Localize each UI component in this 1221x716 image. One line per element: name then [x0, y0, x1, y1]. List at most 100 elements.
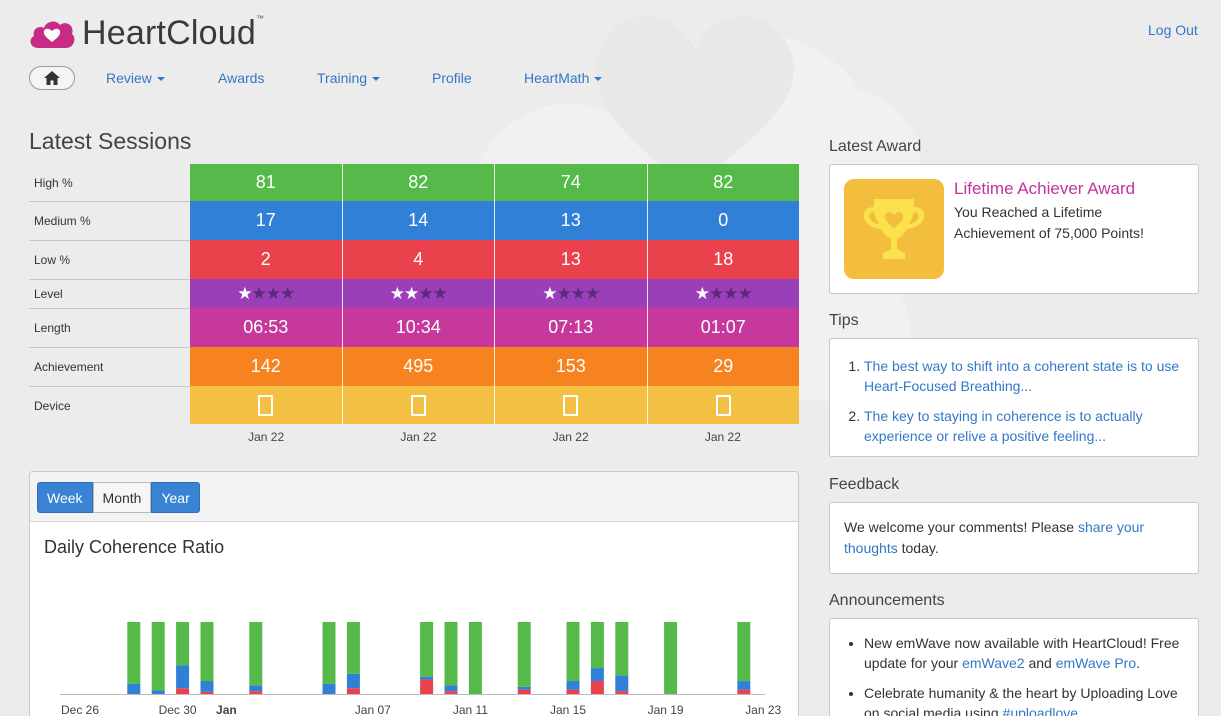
length-cell: 01:07 — [646, 308, 800, 347]
level-stars: ★★★★ — [390, 284, 448, 304]
bar-segment-high[interactable] — [517, 622, 531, 687]
length-cell: 07:13 — [494, 308, 647, 347]
device-icon — [715, 394, 731, 416]
home-button[interactable] — [29, 66, 75, 90]
home-icon — [44, 71, 60, 85]
bar-segment-medium[interactable] — [176, 665, 190, 689]
share-thoughts-link[interactable]: share your thoughts — [844, 519, 1145, 556]
bar-segment-medium[interactable] — [249, 685, 263, 692]
star-empty-icon: ★ — [723, 283, 738, 303]
row-high-cells: 81 82 74 82 — [190, 164, 799, 201]
bar-segment-high[interactable] — [249, 622, 263, 686]
bar-segment-medium[interactable] — [590, 668, 604, 682]
bar-segment-medium[interactable] — [346, 673, 360, 689]
x-tick-label: Dec 30 — [159, 703, 197, 716]
bar-segment-low[interactable] — [346, 688, 360, 694]
bar-segment-high[interactable] — [664, 622, 678, 694]
row-level-cells: ★★★★ ★★★★ ★★★★ ★★★★ — [190, 279, 799, 308]
nav-awards-label: Awards — [218, 70, 265, 86]
row-label-achievement: Achievement — [29, 347, 190, 386]
star-filled-icon: ★ — [542, 283, 557, 303]
achievement-cell: 153 — [494, 347, 647, 386]
star-empty-icon: ★ — [585, 283, 600, 303]
emwave2-link[interactable]: emWave2 — [962, 655, 1025, 671]
bar-segment-high[interactable] — [420, 622, 434, 677]
announcements-card: New emWave now available with HeartCloud… — [829, 618, 1199, 716]
bar-segment-low[interactable] — [590, 681, 604, 694]
nav-profile-label: Profile — [432, 70, 472, 86]
bar-segment-high[interactable] — [346, 622, 360, 674]
bar-segment-low[interactable] — [737, 689, 751, 694]
emwave-pro-link[interactable]: emWave Pro — [1055, 655, 1137, 671]
trophy-icon — [844, 179, 944, 279]
bar-segment-high[interactable] — [590, 622, 604, 669]
year-tab[interactable]: Year — [151, 482, 200, 513]
bar-segment-high[interactable] — [127, 622, 141, 684]
session-date: Jan 22 — [248, 430, 285, 444]
row-low-cells: 2 4 13 18 — [190, 240, 799, 279]
nav-training[interactable]: Training — [317, 70, 381, 86]
bar-segment-high[interactable] — [468, 622, 482, 694]
tip-link-2[interactable]: The key to staying in coherence is to ac… — [864, 408, 1143, 444]
heartcloud-logo[interactable]: HeartCloud™ — [28, 14, 264, 53]
row-achievement-cells: 142 495 153 29 — [190, 347, 799, 386]
month-tab[interactable]: Month — [92, 482, 152, 513]
star-empty-icon: ★ — [251, 283, 267, 303]
bar-segment-low[interactable] — [615, 691, 629, 694]
bar-segment-medium[interactable] — [615, 675, 629, 692]
tip-item: The key to staying in coherence is to ac… — [864, 406, 1189, 446]
bar-segment-high[interactable] — [322, 622, 336, 684]
bar-segment-medium[interactable] — [444, 685, 458, 692]
announcements-list: New emWave now available with HeartCloud… — [844, 633, 1189, 716]
latest-award-card: Lifetime Achiever Award You Reached a Li… — [829, 164, 1199, 294]
bar-segment-high[interactable] — [176, 622, 190, 666]
bar-segment-high[interactable] — [200, 622, 214, 682]
bar-segment-medium[interactable] — [566, 681, 580, 690]
bar-segment-high[interactable] — [444, 622, 458, 686]
tip-link-1[interactable]: The best way to shift into a coherent st… — [864, 358, 1180, 394]
device-cell — [494, 386, 647, 424]
bar-segment-medium[interactable] — [420, 676, 434, 680]
bar-segment-medium[interactable] — [322, 683, 336, 694]
x-tick-label: Jan 11 — [453, 703, 488, 716]
feedback-text-start: We welcome your comments! Please — [844, 519, 1078, 535]
logout-link[interactable]: Log Out — [1148, 22, 1198, 38]
bar-segment-high[interactable] — [615, 622, 629, 676]
week-tab[interactable]: Week — [37, 482, 93, 513]
uploadlove-link[interactable]: #uploadlove — [1002, 705, 1079, 716]
nav-heartmath[interactable]: HeartMath — [524, 70, 603, 86]
achievement-cell: 142 — [250, 356, 281, 376]
bar-segment-low[interactable] — [420, 679, 434, 694]
bar-segment-low[interactable] — [566, 689, 580, 694]
level-cell: ★★★★ — [190, 279, 342, 308]
bar-segment-medium[interactable] — [517, 686, 531, 690]
bar-segment-medium[interactable] — [127, 683, 141, 694]
bar-segment-medium[interactable] — [200, 681, 214, 692]
bar-segment-low[interactable] — [444, 691, 458, 694]
award-title[interactable]: Lifetime Achiever Award — [954, 179, 1136, 198]
nav-profile[interactable]: Profile — [432, 70, 472, 86]
star-empty-icon: ★ — [737, 283, 753, 303]
medium-cell: 14 — [341, 201, 495, 240]
bar-segment-high[interactable] — [151, 622, 165, 691]
bar-segment-low[interactable] — [200, 691, 214, 694]
high-cell: 82 — [341, 164, 495, 201]
bar-segment-low[interactable] — [176, 688, 190, 694]
row-label-low: Low % — [29, 240, 190, 279]
low-cell: 4 — [341, 240, 495, 279]
bar-segment-low[interactable] — [249, 691, 263, 694]
star-filled-icon: ★ — [694, 283, 710, 303]
award-description: You Reached a Lifetime Achievement of 75… — [954, 204, 1144, 241]
nav-awards[interactable]: Awards — [218, 70, 264, 86]
bar-segment-medium[interactable] — [151, 690, 165, 694]
nav-heartmath-label: HeartMath — [524, 70, 590, 86]
row-medium: Medium % 17 14 13 0 — [29, 201, 799, 240]
length-cell: 06:53 — [243, 317, 289, 337]
row-label-high: High % — [34, 175, 73, 190]
bar-segment-medium[interactable] — [737, 681, 751, 690]
nav-review[interactable]: Review — [106, 70, 165, 86]
bar-segment-low[interactable] — [517, 689, 531, 694]
bar-segment-high[interactable] — [737, 622, 751, 682]
tips-card: The best way to shift into a coherent st… — [829, 338, 1199, 457]
bar-segment-high[interactable] — [566, 622, 580, 682]
